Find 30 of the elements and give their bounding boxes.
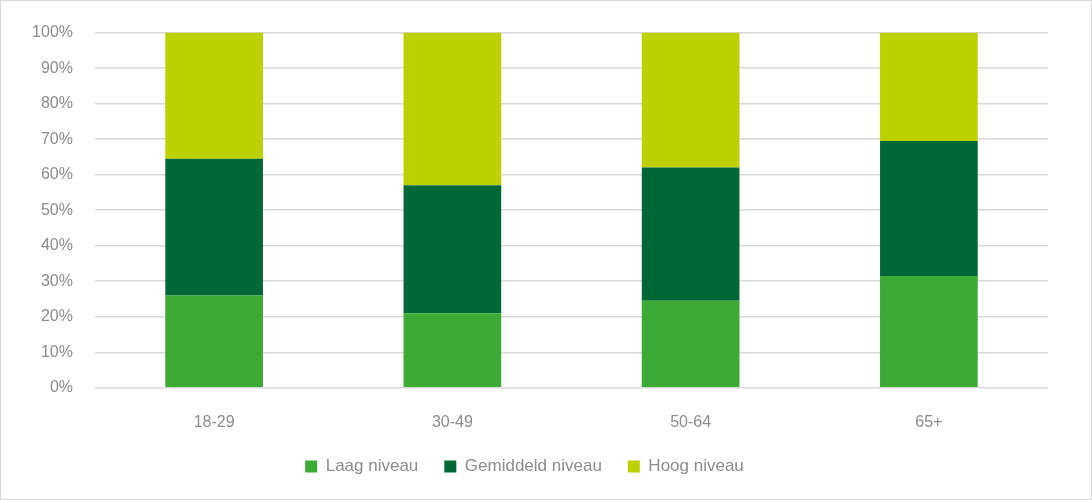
y-tick-label: 0% <box>49 378 73 396</box>
bar <box>165 295 263 388</box>
bar <box>403 185 502 314</box>
bar <box>880 275 978 388</box>
y-tick-label: 60% <box>40 165 73 183</box>
bar <box>641 300 740 388</box>
x-tick-label: 65+ <box>915 412 943 430</box>
bar <box>165 158 263 296</box>
y-tick-label: 30% <box>40 271 73 289</box>
x-tick-label: 18-29 <box>193 412 235 430</box>
y-tick-label: 20% <box>40 307 73 325</box>
bar <box>165 32 263 159</box>
y-tick-label: 70% <box>40 129 73 147</box>
bar <box>641 32 740 168</box>
legend-label: Gemiddeld niveau <box>464 456 602 476</box>
x-tick-label: 50-64 <box>670 412 712 430</box>
y-tick-label: 90% <box>40 58 73 76</box>
y-tick-label: 10% <box>40 342 73 360</box>
y-tick-label: 40% <box>40 236 73 254</box>
bar <box>880 32 978 141</box>
y-tick-label: 100% <box>32 23 73 41</box>
legend-label: Laag niveau <box>325 456 419 476</box>
bar <box>403 313 502 388</box>
x-tick-label: 30-49 <box>431 412 473 430</box>
bar <box>403 32 502 186</box>
y-tick-label: 80% <box>40 94 73 112</box>
y-tick-label: 50% <box>40 200 73 218</box>
bar <box>641 167 740 301</box>
bar <box>880 140 978 276</box>
legend-label: Hoog niveau <box>648 456 744 476</box>
